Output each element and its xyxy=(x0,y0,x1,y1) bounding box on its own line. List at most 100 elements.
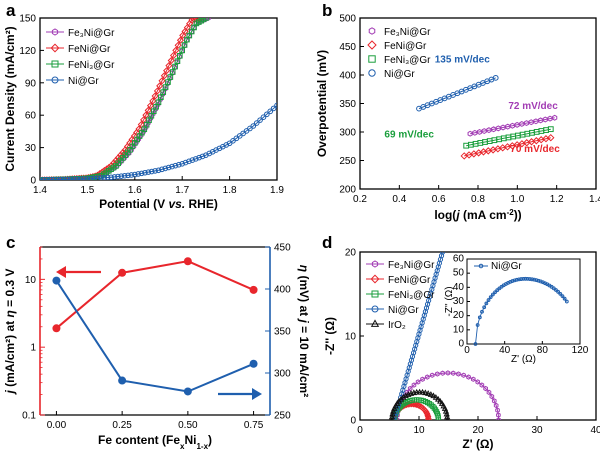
x-tick-label: 1.5 xyxy=(80,185,94,196)
data-point xyxy=(495,125,501,132)
data-point xyxy=(257,117,263,123)
inset-data-point xyxy=(493,290,497,295)
data-point xyxy=(67,176,74,180)
legend-entry: FeNi₃@Gr xyxy=(68,60,115,71)
x-tick-label: 0.8 xyxy=(471,194,485,205)
inset-data-point xyxy=(532,277,537,282)
data-point xyxy=(514,121,520,128)
data-point xyxy=(533,118,539,125)
y-tick-label: 20 xyxy=(345,248,357,259)
y-tick-label: 450 xyxy=(339,42,356,53)
right-y-tick-label: 450 xyxy=(274,243,291,254)
data-point xyxy=(47,176,53,180)
data-point xyxy=(430,392,437,399)
data-point xyxy=(104,174,111,180)
data-point xyxy=(153,87,161,95)
y-tick-label: 250 xyxy=(339,156,356,167)
legend-marker xyxy=(368,55,376,63)
inset-data-point xyxy=(488,295,493,300)
y-tick-label: 0 xyxy=(350,416,356,427)
data-point xyxy=(91,175,97,180)
legend-entry: Fe₃Ni@Gr xyxy=(388,260,435,271)
data-point xyxy=(429,372,435,378)
data-point xyxy=(424,374,430,380)
data-point xyxy=(500,124,506,131)
data-point xyxy=(419,388,426,395)
data-point xyxy=(420,376,425,382)
data-point xyxy=(253,120,260,126)
x-tick-label: 0 xyxy=(357,425,363,436)
left-y-tick-label: 10 xyxy=(25,275,37,286)
x-axis-label-part: Potential (V xyxy=(99,197,168,211)
data-point xyxy=(466,374,471,380)
data-point xyxy=(172,63,178,70)
series-line xyxy=(391,391,448,420)
data-point xyxy=(176,36,185,44)
right-y-axis-label: η (mV) at j = 10 mA/cm² xyxy=(297,265,311,397)
data-point xyxy=(492,74,499,81)
x-axis-label: Z' (Ω) xyxy=(462,437,493,451)
data-point xyxy=(137,120,145,129)
data-point xyxy=(542,116,548,123)
panel-c: 0.00 0.25 0.50 0.75 0.1 1 10 250 300 350 400 450 Fe … xyxy=(3,233,311,451)
inset-data-point xyxy=(480,309,484,314)
x-tick-label: 30 xyxy=(531,425,543,436)
series-line xyxy=(40,105,277,180)
data-point xyxy=(432,394,440,400)
legend-entry: IrO₂ xyxy=(388,320,406,331)
inset-x-tick-label: 120 xyxy=(572,345,589,356)
data-point xyxy=(435,371,440,377)
data-point xyxy=(151,92,159,100)
data-point xyxy=(145,120,151,126)
y-tick-label: 60 xyxy=(25,111,37,122)
inset-x-tick-label: 0 xyxy=(464,345,470,356)
inset-y-tick-label: 10 xyxy=(453,324,465,335)
data-point xyxy=(162,165,169,172)
x-tick-label: 0.25 xyxy=(112,420,132,431)
data-point xyxy=(509,122,515,129)
data-point xyxy=(115,173,121,180)
data-point xyxy=(152,168,158,174)
data-point xyxy=(260,114,267,121)
y-tick-label: 120 xyxy=(19,46,36,57)
data-point xyxy=(84,176,91,180)
data-point xyxy=(148,168,155,175)
x-axis-label-part: vs. xyxy=(168,197,185,211)
data-point xyxy=(174,41,182,49)
data-point xyxy=(176,161,182,168)
panel-label: a xyxy=(6,1,16,20)
inset-data-point xyxy=(482,305,487,310)
inset-data-point xyxy=(527,277,532,281)
x-axis-label-part: log( xyxy=(434,208,456,222)
data-point xyxy=(43,177,50,180)
data-point xyxy=(101,174,108,180)
right-y-tick-label: 400 xyxy=(274,285,291,296)
right-data-point xyxy=(118,376,127,385)
data-point xyxy=(40,177,43,180)
data-point xyxy=(159,166,165,173)
data-point xyxy=(461,372,466,378)
x-axis-label: Potential (V vs. RHE) xyxy=(99,197,218,211)
inset-x-axis-label: Z' (Ω) xyxy=(511,354,536,365)
data-point xyxy=(192,156,199,162)
data-point xyxy=(145,169,152,175)
x-tick-label: 0.4 xyxy=(392,194,406,205)
x-axis-label-part: Fe content (Fe xyxy=(98,433,180,447)
data-point xyxy=(172,46,180,54)
data-point xyxy=(547,133,555,142)
y-axis-label: Current Density (mA/cm²) xyxy=(3,26,17,171)
data-point xyxy=(108,174,114,180)
data-point xyxy=(472,129,478,136)
data-point xyxy=(496,417,501,420)
x-tick-label: 0.2 xyxy=(353,194,367,205)
right-y-axis-label-part: j xyxy=(297,317,311,323)
y-tick-label: 350 xyxy=(339,99,356,110)
data-point xyxy=(118,173,125,179)
data-point xyxy=(425,416,432,420)
data-point xyxy=(486,127,492,134)
data-point xyxy=(167,56,175,65)
data-point xyxy=(121,172,128,179)
inset-y-tick-label: 50 xyxy=(453,268,465,279)
data-point xyxy=(98,175,104,180)
inset-data-point xyxy=(521,276,526,281)
